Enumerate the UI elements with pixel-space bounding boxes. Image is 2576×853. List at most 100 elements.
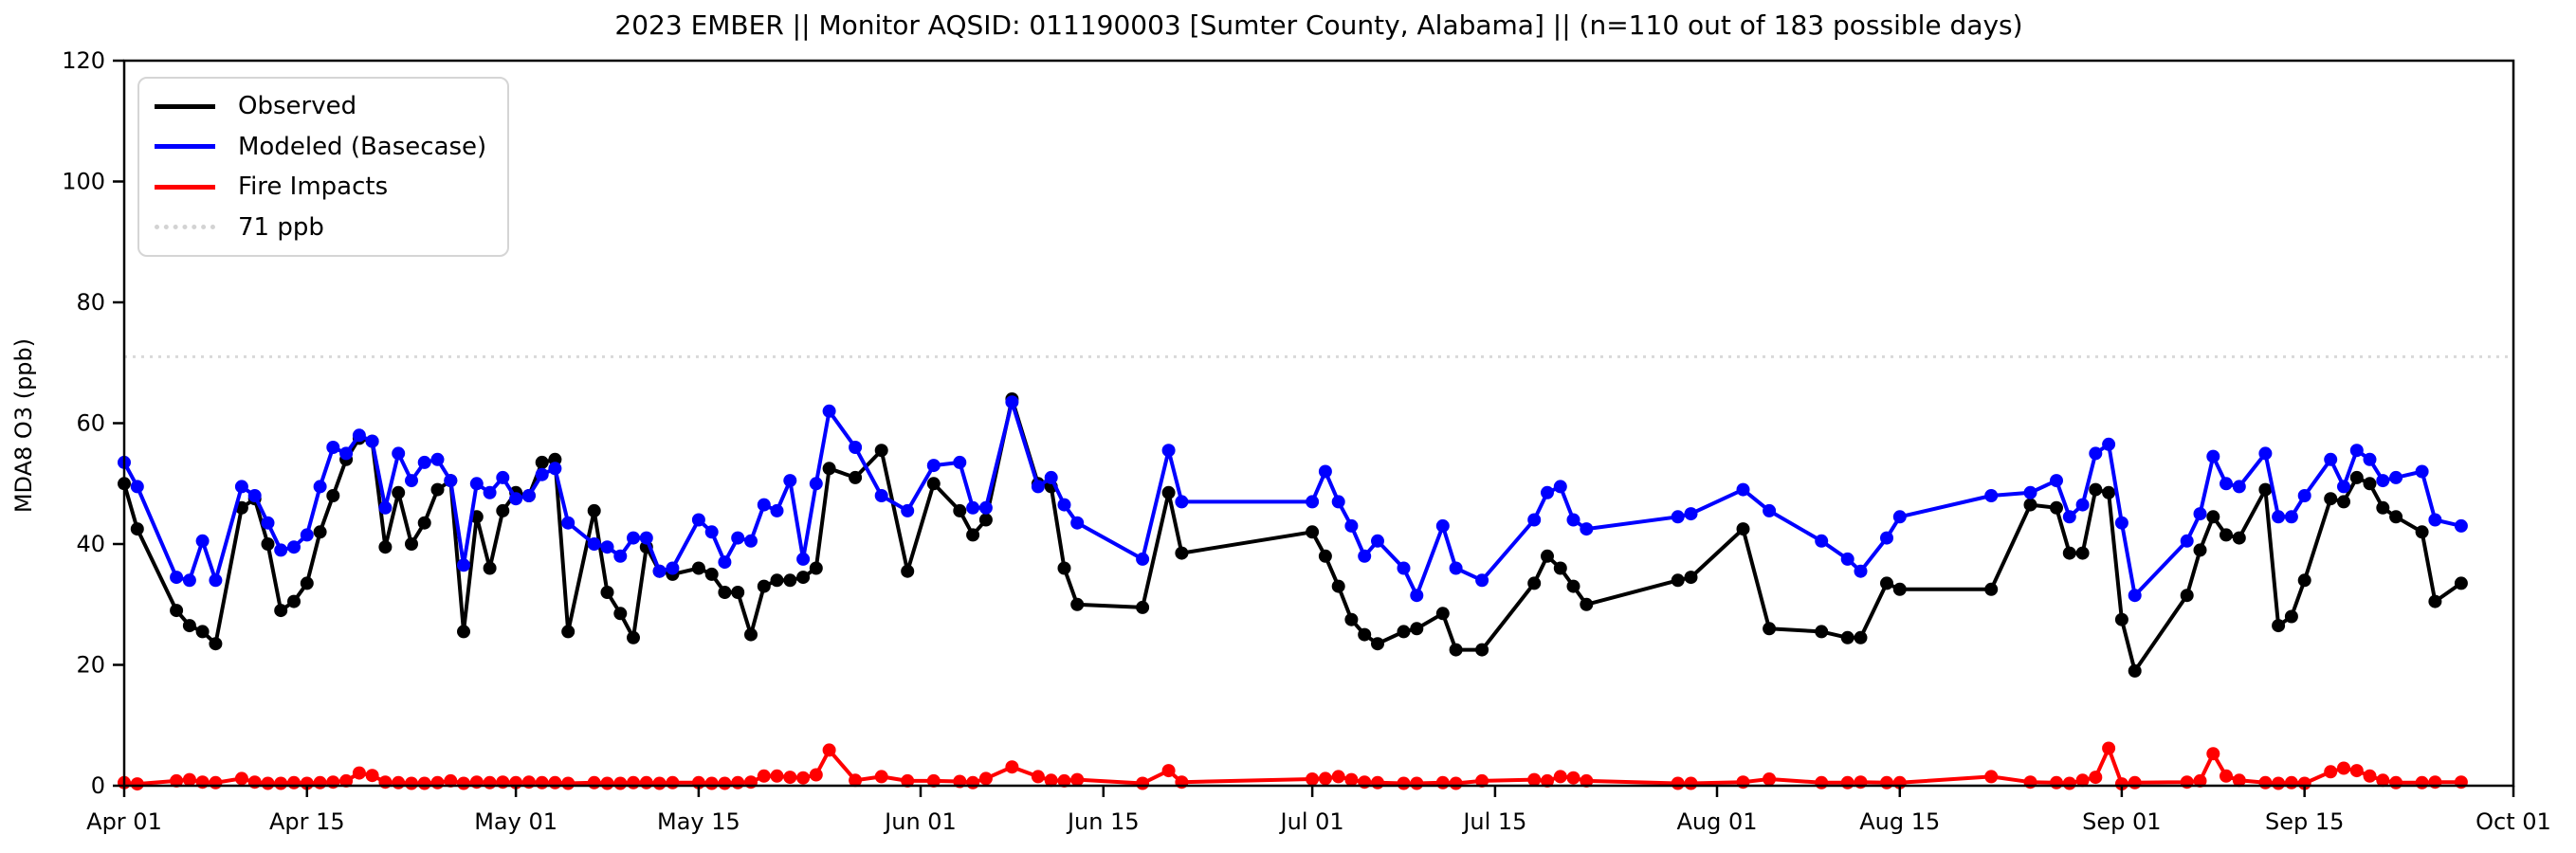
- observed-marker: [496, 503, 510, 517]
- observed-marker: [1566, 579, 1580, 593]
- fire-impacts-marker: [535, 775, 549, 789]
- modeled-basecase-marker: [1684, 507, 1698, 521]
- modeled-basecase-marker: [234, 480, 248, 494]
- observed-marker: [392, 485, 406, 499]
- fire-impacts-marker: [849, 773, 863, 788]
- observed-marker: [809, 561, 823, 575]
- observed-marker: [2232, 531, 2246, 545]
- fire-impacts-marker: [2089, 771, 2103, 785]
- modeled-basecase-marker: [1763, 503, 1777, 517]
- fire-impacts-marker: [444, 773, 458, 788]
- modeled-basecase-marker: [966, 500, 980, 515]
- legend-item-observed: Observed: [155, 86, 507, 126]
- fire-impacts-marker: [2050, 775, 2063, 789]
- fire-impacts-marker: [731, 775, 745, 789]
- observed-marker: [1070, 597, 1085, 611]
- modeled-basecase-marker: [1175, 495, 1189, 509]
- y-tick-label: 100: [62, 169, 105, 195]
- observed-marker: [1306, 525, 1320, 539]
- modeled-basecase-marker: [352, 428, 366, 443]
- fire-impacts-marker: [1840, 775, 1854, 789]
- modeled-basecase-marker: [1475, 573, 1489, 588]
- observed-marker: [627, 630, 640, 644]
- modeled-basecase-marker: [926, 459, 941, 473]
- modeled-basecase-marker: [2284, 510, 2298, 524]
- modeled-basecase-marker: [2050, 474, 2063, 488]
- fire-impacts-marker: [978, 771, 993, 786]
- fire-impacts-marker: [1880, 775, 1893, 789]
- fire-impacts-marker: [2232, 773, 2246, 788]
- modeled-basecase-marker: [691, 513, 705, 527]
- fire-impacts-marker: [405, 776, 418, 790]
- fire-impacts-marker: [457, 776, 470, 790]
- x-tick-label: Aug 15: [1859, 808, 1940, 835]
- modeled-basecase-marker: [483, 485, 497, 499]
- fire-impacts-marker: [652, 776, 667, 790]
- modeled-basecase-marker: [1306, 495, 1320, 509]
- modeled-basecase-marker: [2376, 474, 2390, 488]
- modeled-basecase-marker: [130, 480, 144, 494]
- modeled-basecase-marker: [1031, 480, 1045, 494]
- observed-marker: [2180, 589, 2194, 603]
- fire-impacts-marker: [1397, 776, 1411, 790]
- observed-marker: [1161, 485, 1176, 499]
- fire-impacts-marker: [313, 775, 327, 789]
- modeled-basecase-marker: [469, 477, 484, 491]
- fire-impacts-marker: [561, 776, 575, 790]
- observed-marker: [978, 513, 993, 527]
- fire-impacts-marker: [2075, 773, 2090, 788]
- modeled-basecase-marker: [274, 543, 288, 557]
- modeled-basecase-marker: [1815, 534, 1829, 548]
- modeled-basecase-marker: [444, 474, 458, 488]
- modeled-basecase-marker: [2454, 518, 2468, 533]
- fire-impacts-marker: [639, 775, 653, 789]
- observed-marker: [1541, 549, 1554, 563]
- fire-impacts-marker: [1161, 764, 1176, 778]
- observed-marker: [1371, 637, 1384, 651]
- x-tick-label: Jul 01: [1279, 808, 1344, 835]
- fire-impacts-marker: [1553, 770, 1567, 784]
- observed-marker: [1984, 582, 1999, 596]
- fire-impacts-marker: [1527, 772, 1542, 787]
- modeled-basecase-marker: [339, 446, 354, 461]
- observed-marker: [783, 573, 797, 588]
- modeled-basecase-marker: [405, 474, 418, 488]
- observed-marker: [430, 482, 445, 497]
- observed-marker: [405, 537, 418, 551]
- x-tick-label: May 01: [474, 808, 557, 835]
- modeled-basecase-marker: [639, 531, 653, 545]
- observed-marker: [2114, 612, 2128, 626]
- observed-marker: [757, 579, 771, 593]
- observed-marker: [1475, 643, 1489, 657]
- modeled-basecase-marker: [953, 455, 967, 469]
- modeled-basecase-marker: [1566, 513, 1580, 527]
- modeled-basecase-marker: [2102, 437, 2116, 451]
- y-tick-label: 20: [76, 652, 105, 679]
- observed-marker: [1331, 579, 1345, 593]
- fire-impacts-marker: [1580, 773, 1594, 788]
- modeled-basecase-marker: [457, 558, 470, 572]
- modeled-basecase-marker: [1671, 510, 1685, 524]
- fire-impacts-marker: [587, 775, 601, 789]
- modeled-basecase-marker: [1397, 561, 1411, 575]
- modeled-basecase-marker: [1736, 482, 1750, 497]
- fire-impacts-marker: [1070, 772, 1085, 787]
- observed-marker: [691, 561, 705, 575]
- modeled-basecase-marker: [1358, 549, 1372, 563]
- fire-impacts-marker: [365, 769, 379, 783]
- modeled-basecase-marker: [430, 452, 445, 466]
- modeled-basecase-marker: [1070, 516, 1085, 530]
- x-tick-label: Aug 01: [1676, 808, 1757, 835]
- modeled-basecase-marker: [313, 480, 327, 494]
- observed-marker: [326, 489, 340, 502]
- observed-marker: [953, 503, 967, 517]
- fire-impacts-marker: [2324, 765, 2338, 779]
- modeled-basecase-marker: [1161, 444, 1176, 458]
- observed-marker: [261, 537, 275, 551]
- modeled-basecase-marker: [1344, 518, 1359, 533]
- modeled-basecase-marker: [170, 571, 184, 585]
- modeled-basecase-marker: [2062, 510, 2076, 524]
- observed-marker: [704, 567, 719, 581]
- observed-marker: [2062, 546, 2076, 560]
- modeled-basecase-marker: [2114, 516, 2128, 530]
